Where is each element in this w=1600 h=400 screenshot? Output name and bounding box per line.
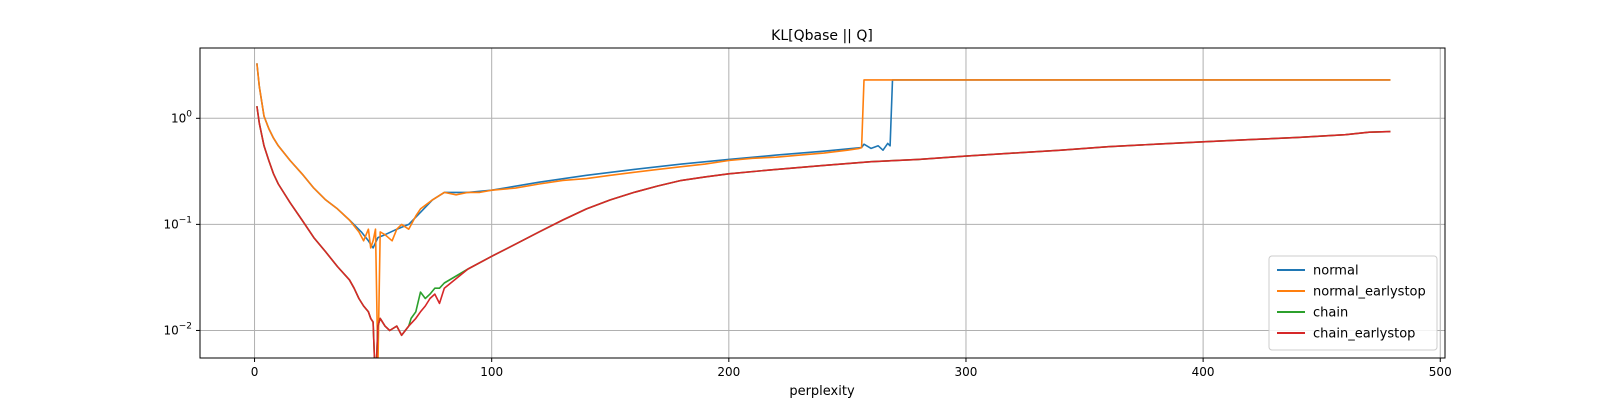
y-tick-exponent: 0 bbox=[186, 109, 192, 119]
x-tick-label: 300 bbox=[955, 365, 978, 379]
x-tick-label: 400 bbox=[1192, 365, 1215, 379]
x-axis-label: perplexity bbox=[789, 384, 855, 399]
y-tick-label: 10−2 bbox=[163, 321, 192, 337]
y-tick-exponent: −2 bbox=[179, 321, 192, 331]
series-line-chain bbox=[256, 106, 1391, 358]
x-axis: 0 100 200 300 400 500 bbox=[251, 358, 1452, 379]
series-line-chain-earlystop bbox=[256, 106, 1391, 358]
legend-label: normal_earlystop bbox=[1313, 285, 1426, 300]
plot-frame bbox=[199, 47, 1446, 359]
series-line-normal-earlystop bbox=[256, 63, 1391, 358]
legend-label: normal bbox=[1313, 264, 1359, 279]
x-tick-label: 100 bbox=[480, 365, 503, 379]
y-tick-label: 100 bbox=[171, 109, 192, 125]
x-tick-label: 500 bbox=[1429, 365, 1452, 379]
x-tick-label: 0 bbox=[251, 365, 259, 379]
legend-label: chain bbox=[1313, 306, 1348, 321]
series-layer bbox=[256, 63, 1391, 358]
y-tick-label: 10−1 bbox=[163, 215, 192, 231]
y-tick-base: 10 bbox=[163, 217, 178, 231]
series-line-normal bbox=[256, 63, 1391, 249]
y-tick-base: 10 bbox=[171, 111, 186, 125]
y-tick-base: 10 bbox=[163, 323, 178, 337]
chart-title: KL[Qbase || Q] bbox=[771, 28, 873, 44]
x-tick-label: 200 bbox=[717, 365, 740, 379]
y-tick-exponent: −1 bbox=[179, 215, 192, 225]
legend-label: chain_earlystop bbox=[1313, 327, 1415, 342]
grid bbox=[200, 48, 1445, 358]
legend-box bbox=[1268, 255, 1438, 351]
